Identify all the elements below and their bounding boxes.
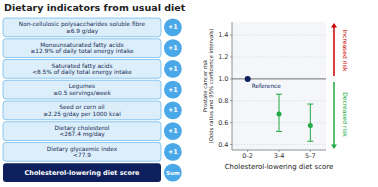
data-marks bbox=[232, 76, 326, 141]
y-tick-label: 1.0 bbox=[218, 75, 228, 83]
row-label: Saturated fatty acids<8.5% of daily tota… bbox=[32, 63, 132, 77]
y-tick-label: 0.6 bbox=[218, 119, 228, 127]
score-label: +1 bbox=[168, 23, 178, 31]
grid-line bbox=[232, 144, 326, 145]
row-box bbox=[3, 80, 161, 99]
arrow-head bbox=[331, 23, 337, 28]
score-label: +1 bbox=[168, 148, 178, 156]
sum-score-label: Sum bbox=[166, 170, 180, 176]
score-circle bbox=[164, 39, 182, 57]
point bbox=[245, 76, 251, 82]
y-tick-label: 0.8 bbox=[218, 97, 228, 105]
reference-label: Reference bbox=[252, 83, 282, 89]
row-label: Dietary cholesterol<267.4 mg/day bbox=[55, 125, 110, 139]
increased-arrow bbox=[331, 23, 337, 76]
x-tick-label: 0-2 bbox=[242, 152, 253, 160]
y-axis bbox=[232, 22, 233, 150]
row-box bbox=[3, 18, 161, 37]
sum-circle bbox=[164, 164, 182, 182]
error-bar bbox=[276, 94, 282, 131]
error-cap-lower bbox=[276, 131, 282, 132]
chart-root: Dietary indicators from usual diet Non-ce… bbox=[0, 0, 378, 187]
row-label: Seed or corn oil≥2.25 g/day per 1000 kca… bbox=[43, 104, 121, 118]
arrow-head bbox=[331, 145, 337, 150]
score-label: +1 bbox=[168, 106, 178, 114]
x-tick-label: 3-4 bbox=[274, 152, 285, 160]
y-tick-label: 1.4 bbox=[218, 31, 228, 39]
plot-background bbox=[232, 22, 326, 150]
y-tick-label: 1.2 bbox=[218, 53, 228, 61]
error-bar bbox=[307, 104, 313, 141]
error-cap-lower bbox=[307, 141, 313, 142]
row-label: Monounsaturated fatty acids≥12.9% of dai… bbox=[30, 42, 134, 56]
error-cap-upper bbox=[307, 104, 313, 105]
row-box bbox=[3, 39, 161, 58]
grid-line bbox=[232, 57, 326, 58]
x-axis-label: Cholesterol-lowering diet score bbox=[225, 163, 334, 171]
score-circle bbox=[164, 143, 182, 161]
score-circle bbox=[164, 19, 182, 37]
score-table: Non-cellulosic polysaccharides soluble f… bbox=[3, 18, 182, 182]
increased-label: Increased risk bbox=[342, 30, 349, 72]
score-circle bbox=[164, 122, 182, 140]
row-label: Legumes≥0.5 servings/week bbox=[53, 83, 111, 97]
grid-line bbox=[232, 35, 326, 36]
y-axis-label: Prostate cancer risk(Odds ratios and 95%… bbox=[202, 29, 214, 144]
arrow-shaft bbox=[333, 82, 335, 146]
row-box bbox=[3, 101, 161, 120]
arrow-shaft bbox=[333, 26, 335, 76]
row-box bbox=[3, 143, 161, 162]
title: Dietary indicators from usual diet bbox=[4, 2, 186, 13]
row-label: Dietary glycaemic index<77.9 bbox=[47, 146, 118, 159]
score-label: +1 bbox=[168, 86, 178, 94]
forest-plot: 0.4 0.6 0.8 1.0 1.2 1.4 0-2 3-4 5-7 Cholesterol-l… bbox=[202, 22, 349, 171]
score-circle bbox=[164, 81, 182, 99]
score-label: +1 bbox=[168, 127, 178, 135]
score-label: +1 bbox=[168, 44, 178, 52]
score-circle bbox=[164, 102, 182, 120]
score-circle bbox=[164, 60, 182, 78]
error-stem bbox=[310, 104, 311, 141]
sum-box bbox=[3, 163, 161, 182]
score-label: +1 bbox=[168, 65, 178, 73]
point bbox=[277, 111, 282, 116]
row-label: Non-cellulosic polysaccharides soluble f… bbox=[19, 21, 146, 35]
row-box bbox=[3, 122, 161, 141]
y-tick-label: 0.4 bbox=[218, 141, 228, 149]
decreased-arrow bbox=[331, 82, 337, 149]
row-box bbox=[3, 60, 161, 79]
sum-label: Cholesterol-lowering diet score bbox=[24, 169, 140, 177]
error-cap-upper bbox=[276, 94, 282, 95]
point bbox=[308, 123, 313, 128]
decreased-label: Decreased risk bbox=[342, 92, 349, 137]
x-tick-label: 5-7 bbox=[305, 152, 316, 160]
